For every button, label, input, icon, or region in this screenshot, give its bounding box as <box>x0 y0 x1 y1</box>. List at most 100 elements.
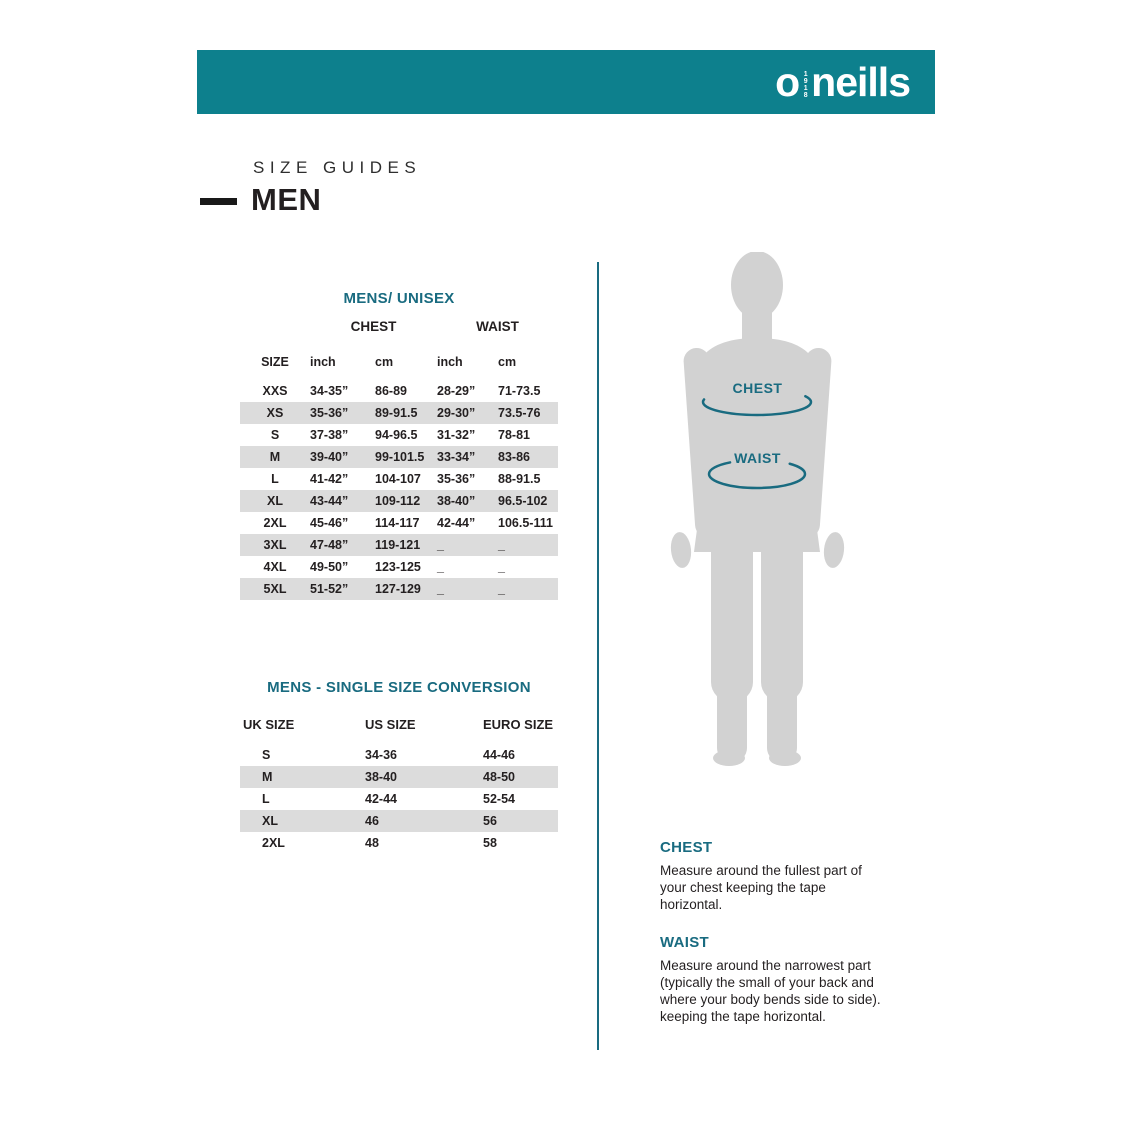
table-row: XL 43-44” 109-112 38-40” 96.5-102 <box>240 490 558 512</box>
waist-cm-cell: _ <box>498 560 505 574</box>
figure-waist-label: WAIST <box>734 450 781 466</box>
size-cell: S <box>270 428 280 442</box>
waist-inch-cell: 31-32” <box>437 428 476 442</box>
size-table-rows: XXS 34-35” 86-89 28-29” 71-73.5 XS 35-36… <box>240 380 558 600</box>
chest-inch-cell: 41-42” <box>310 472 349 486</box>
size-cell: 3XL <box>263 538 287 552</box>
us-size-cell: 46 <box>365 814 379 828</box>
silhouette-right-calf <box>767 682 797 762</box>
waist-cm-cell: _ <box>498 538 505 552</box>
table-row: XL 46 56 <box>240 810 558 832</box>
figure-chest-label: CHEST <box>732 380 783 396</box>
size-table-column-header-row: SIZE inch cm inch cm <box>240 351 558 373</box>
column-header-euro-size: EURO SIZE <box>483 717 554 732</box>
column-header-waist-cm: cm <box>498 355 517 369</box>
chest-inch-cell: 43-44” <box>310 494 349 508</box>
chest-cm-cell: 123-125 <box>375 560 421 574</box>
conversion-table-rows: S 34-36 44-46 M 38-40 48-50 L 42-44 52-5… <box>240 744 558 854</box>
chest-cm-cell: 94-96.5 <box>375 428 418 442</box>
table-row: 2XL 48 58 <box>240 832 558 854</box>
uk-size-cell: S <box>262 748 271 762</box>
waist-inch-cell: _ <box>437 582 444 596</box>
waist-inch-cell: _ <box>437 560 444 574</box>
single-size-conversion-table: MENS - SINGLE SIZE CONVERSION UK SIZE US… <box>240 679 558 854</box>
table-row: M 38-40 48-50 <box>240 766 558 788</box>
us-size-cell: 42-44 <box>365 792 397 806</box>
waist-cm-cell: 73.5-76 <box>498 406 541 420</box>
table-row: 5XL 51-52” 127-129 _ _ <box>240 578 558 600</box>
column-header-chest-cm: cm <box>375 355 394 369</box>
silhouette-right-arm <box>793 347 832 538</box>
page-title: MEN <box>251 182 322 217</box>
waist-cm-cell: 88-91.5 <box>498 472 541 486</box>
silhouette-left-foot <box>713 750 745 766</box>
chest-inch-cell: 35-36” <box>310 406 349 420</box>
chest-cm-cell: 119-121 <box>375 538 421 552</box>
silhouette-pelvis <box>701 514 813 536</box>
size-cell: 5XL <box>263 582 287 596</box>
logo-text-o: o <box>775 58 800 105</box>
euro-size-cell: 52-54 <box>483 792 515 806</box>
chest-cm-cell: 114-117 <box>375 516 420 530</box>
silhouette-left-hand <box>670 532 692 568</box>
waist-cm-cell: 83-86 <box>498 450 530 464</box>
column-header-waist-inch: inch <box>437 355 463 369</box>
logo-text-neills: neills <box>811 58 911 105</box>
chest-inch-cell: 45-46” <box>310 516 349 530</box>
us-size-cell: 34-36 <box>365 748 397 762</box>
chest-inch-cell: 39-40” <box>310 450 349 464</box>
waist-inch-cell: 33-34” <box>437 450 476 464</box>
silhouette-left-calf <box>717 682 747 762</box>
waist-measurement-arc <box>707 458 807 490</box>
size-cell: XXS <box>262 384 288 398</box>
size-guides-eyebrow: SIZE GUIDES <box>253 158 422 177</box>
table-row: XS 35-36” 89-91.5 29-30” 73.5-76 <box>240 402 558 424</box>
chest-cm-cell: 86-89 <box>375 384 407 398</box>
chest-inch-cell: 49-50” <box>310 560 349 574</box>
euro-size-cell: 56 <box>483 814 497 828</box>
chest-instruction-text: Measure around the fullest part of your … <box>660 863 862 912</box>
chest-measurement-arc <box>701 387 813 417</box>
waist-inch-cell: 28-29” <box>437 384 476 398</box>
silhouette-right-thigh <box>761 530 803 702</box>
column-header-chest-inch: inch <box>310 355 336 369</box>
silhouette-left-arm <box>683 347 722 538</box>
size-cell: L <box>271 472 279 486</box>
chest-cm-cell: 104-107 <box>375 472 421 486</box>
table-row: L 41-42” 104-107 35-36” 88-91.5 <box>240 468 558 490</box>
us-size-cell: 48 <box>365 836 379 850</box>
size-cell: XS <box>266 406 284 420</box>
uk-size-cell: 2XL <box>262 836 285 850</box>
body-silhouette <box>670 252 845 766</box>
uk-size-cell: M <box>262 770 273 784</box>
column-header-us-size: US SIZE <box>365 717 416 732</box>
waist-instruction-text: Measure around the narrowest part (typic… <box>660 958 881 1024</box>
measurement-instructions: CHEST Measure around the fullest part of… <box>660 839 910 1025</box>
chest-cm-cell: 89-91.5 <box>375 406 418 420</box>
chest-cm-cell: 109-112 <box>375 494 421 508</box>
silhouette-right-foot <box>769 750 801 766</box>
table-row: L 42-44 52-54 <box>240 788 558 810</box>
brand-header-bar: o 1918 neills <box>197 50 935 114</box>
waist-group-header: WAIST <box>476 319 519 334</box>
uk-size-cell: L <box>262 792 270 806</box>
euro-size-cell: 44-46 <box>483 748 515 762</box>
silhouette-left-thigh <box>711 530 753 702</box>
oneills-logo: o 1918 neills <box>775 58 911 105</box>
waist-cm-cell: 78-81 <box>498 428 530 442</box>
chest-cm-cell: 99-101.5 <box>375 450 425 464</box>
size-cell: M <box>269 450 281 464</box>
silhouette-head <box>731 252 783 319</box>
waist-inch-cell: 29-30” <box>437 406 476 420</box>
mens-unisex-size-table: MENS/ UNISEX CHEST WAIST SIZE inch cm in… <box>240 290 558 600</box>
waist-cm-cell: _ <box>498 582 505 596</box>
waist-inch-cell: 35-36” <box>437 472 476 486</box>
waist-cm-cell: 106.5-111 <box>498 516 553 530</box>
table-row: 3XL 47-48” 119-121 _ _ <box>240 534 558 556</box>
size-cell: 4XL <box>263 560 287 574</box>
size-table-group-header-row: CHEST WAIST <box>240 319 558 337</box>
chest-inch-cell: 34-35” <box>310 384 349 398</box>
table-row: S 37-38” 94-96.5 31-32” 78-81 <box>240 424 558 446</box>
table-row: M 39-40” 99-101.5 33-34” 83-86 <box>240 446 558 468</box>
group-header-spacer <box>240 319 310 337</box>
